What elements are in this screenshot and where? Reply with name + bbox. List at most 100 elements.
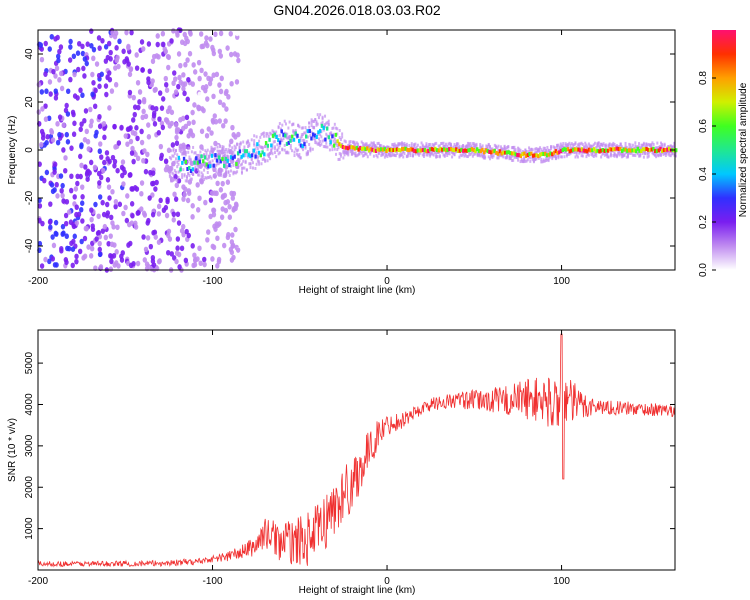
spectrogram-cell <box>476 147 479 152</box>
spectrogram-cell <box>455 147 458 152</box>
spectrogram-cell <box>490 150 493 155</box>
spectrogram-cell <box>349 140 352 144</box>
spectrogram-cell <box>523 151 526 156</box>
spectrogram-cell <box>268 137 271 142</box>
spectrogram-cell <box>302 138 305 142</box>
spectrogram-cell <box>78 126 83 133</box>
spectrogram-cell <box>185 179 188 183</box>
spectrogram-cell <box>594 149 598 154</box>
spectrogram-cell <box>160 124 166 131</box>
spectrogram-cell <box>304 126 307 130</box>
spectrogram-cell <box>581 154 584 158</box>
spectrogram-cell <box>302 148 305 152</box>
spectrogram-cell <box>217 118 222 124</box>
spectrogram-cell <box>217 149 220 153</box>
spectrogram-cell <box>97 246 102 253</box>
spectrogram-cell <box>234 171 237 175</box>
spectrogram-cell <box>302 132 305 136</box>
spectrogram-cell <box>135 135 140 142</box>
spectrogram-cell <box>124 29 129 36</box>
spectrogram-cell <box>90 91 95 98</box>
spectrogram-cell <box>298 138 301 143</box>
spectrogram-cell <box>215 163 218 167</box>
spectrogram-cell <box>154 179 159 186</box>
spectrogram-cell <box>338 129 341 133</box>
spectrogram-cell <box>63 155 68 161</box>
spectrogram-cell <box>178 62 183 69</box>
spectrogram-cell <box>306 129 310 134</box>
spectrogram-cell <box>210 153 214 158</box>
spectrogram-cell <box>110 188 115 195</box>
spectrogram-cell <box>92 103 98 110</box>
spectrogram-cell <box>217 99 223 106</box>
spectrogram-cell <box>199 150 202 154</box>
spectrogram-cell <box>174 134 179 141</box>
spectrogram-cell <box>173 89 179 95</box>
spectrogram-cell <box>525 152 528 156</box>
spectrogram-cell <box>318 128 322 133</box>
spectrogram-cell <box>647 151 650 155</box>
spectrogram-cell <box>366 146 369 151</box>
spectrogram-cell <box>271 146 274 150</box>
spectrogram-cell <box>570 147 573 151</box>
spectrogram-cell <box>552 145 555 149</box>
spectrogram-cell <box>336 144 339 148</box>
spectrogram-cell <box>331 148 334 152</box>
spectrogram-cell <box>650 143 653 147</box>
spectrogram-cell <box>236 131 241 138</box>
spectrogram-cell <box>614 153 617 157</box>
spectrogram-cell <box>193 256 198 263</box>
spectrogram-cell <box>126 242 131 248</box>
spectrogram-cell <box>647 147 650 152</box>
spectrogram-cell <box>287 140 290 145</box>
spectrogram-cell <box>71 223 77 230</box>
spectrogram-cell <box>469 145 472 149</box>
spectrogram-cell <box>43 103 48 109</box>
spectrogram-cell <box>579 146 582 150</box>
spectrogram-cell <box>121 210 126 217</box>
spectrogram-cell <box>97 240 102 247</box>
spectrogram-cell <box>331 126 334 130</box>
spectrogram-cell <box>441 147 444 152</box>
spectrogram-cell <box>353 146 357 151</box>
spectrogram-cell <box>57 114 63 120</box>
spectrogram-cell <box>44 88 49 95</box>
spectrogram-cell <box>447 151 450 155</box>
spectrogram-cell <box>64 259 69 266</box>
spectrogram-cell <box>97 83 102 90</box>
spectrogram-cell <box>338 157 341 161</box>
spectrogram-cell <box>72 233 77 240</box>
spectrogram-cell <box>121 181 126 187</box>
spectrogram-cell <box>396 151 399 155</box>
spectrogram-cell <box>135 155 141 162</box>
spectrogram-cell <box>114 249 119 255</box>
spectrogram-cell <box>591 144 594 148</box>
spectrogram-cell <box>396 144 399 148</box>
spectrogram-cell <box>496 151 500 156</box>
spectrogram-cell <box>49 129 55 136</box>
spectrogram-cell <box>600 155 603 159</box>
spectrogram-cell <box>80 193 85 200</box>
spectrogram-cell <box>77 40 82 47</box>
spectrogram-cell <box>141 108 146 115</box>
spectrogram-cell <box>199 67 204 74</box>
spectrogram-cell <box>319 139 322 143</box>
spectrogram-cell <box>575 147 578 152</box>
spectrogram-cell <box>502 155 505 159</box>
spectrogram-cell <box>187 150 190 154</box>
spectrogram-cell <box>355 141 358 145</box>
spectrogram-cell <box>672 145 675 149</box>
spectrogram-cell <box>193 160 196 165</box>
spectrogram-cell <box>168 156 171 160</box>
spectrogram-cell <box>179 165 182 169</box>
spectrogram-cell <box>37 161 42 167</box>
spectrogram-cell <box>551 152 554 157</box>
spectrogram-cell <box>547 152 550 157</box>
spectrogram-cell <box>172 147 175 151</box>
spectrogram-cell <box>338 136 341 140</box>
spectrogram-cell <box>397 143 400 147</box>
spectrogram-cell <box>188 173 191 177</box>
spectrogram-cell <box>420 148 423 153</box>
spectrogram-cell <box>236 160 239 164</box>
